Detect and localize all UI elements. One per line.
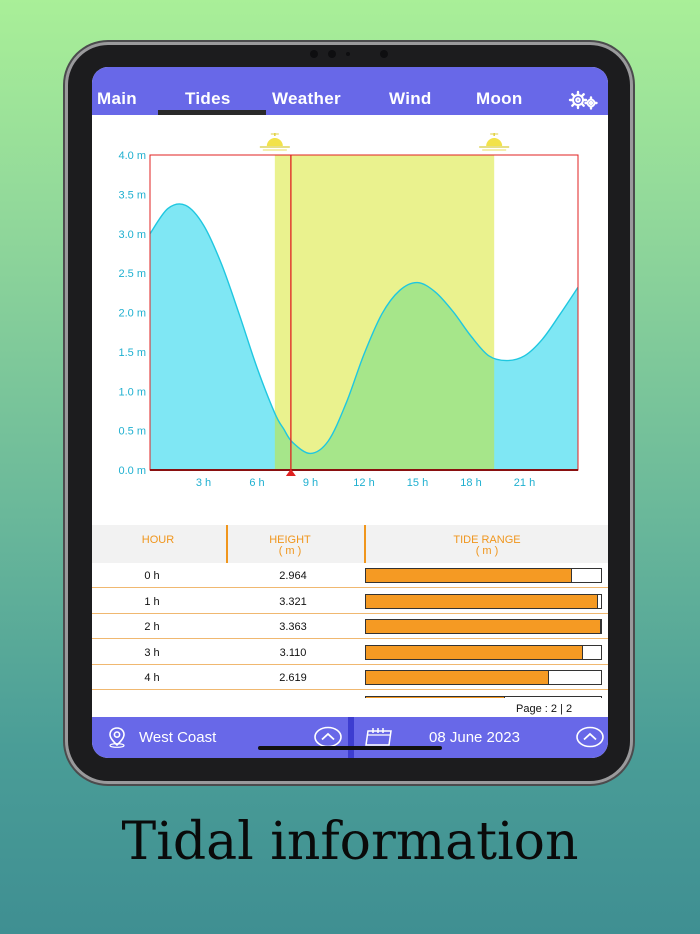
header-divider xyxy=(364,525,366,563)
x-tick-label: 6 h xyxy=(249,477,264,489)
top-nav-bar: Main Tides Weather Wind Moon xyxy=(92,67,608,115)
tide-range-bar xyxy=(365,568,602,583)
tide-chart-svg: 0.0 m 0.5 m 1.0 m 1.5 m 2.0 m 2.5 m 3.0 m 3.5 m… xyxy=(118,133,579,489)
tide-range-bar-fill xyxy=(366,569,572,582)
table-row: 0 h 2.964 xyxy=(92,563,608,588)
tide-range-bar-fill xyxy=(366,696,505,698)
tab-tides[interactable]: Tides xyxy=(185,89,231,108)
row-hour: 4 h xyxy=(144,672,160,684)
row-hour: 1 h xyxy=(144,595,160,608)
row-hour: 3 h xyxy=(144,646,160,659)
gears-icon[interactable] xyxy=(568,89,598,111)
y-tick-label: 3.5 m xyxy=(118,189,146,201)
row-hour: 2 h xyxy=(144,621,160,633)
chevron-up-icon[interactable] xyxy=(314,726,342,748)
row-height: 3.321 xyxy=(279,595,307,608)
bottom-bar-divider xyxy=(348,717,354,758)
table-row: 4 h 2.619 xyxy=(92,665,608,690)
row-height: 2.964 xyxy=(279,570,307,582)
y-tick-label: 2.5 m xyxy=(118,268,146,280)
x-tick-label: 18 h xyxy=(460,477,481,489)
y-tick-label: 1.5 m xyxy=(118,347,146,359)
table-row: 5 h 1.983 xyxy=(92,690,608,699)
chevron-up-icon[interactable] xyxy=(576,726,604,748)
location-label[interactable]: West Coast xyxy=(139,729,217,746)
tab-wind[interactable]: Wind xyxy=(389,89,432,108)
table-row: 1 h 3.321 xyxy=(92,588,608,614)
tide-range-bar-fill xyxy=(366,671,549,684)
header-tide-range: TIDE RANGE xyxy=(453,534,521,546)
tide-chart: 0.0 m 0.5 m 1.0 m 1.5 m 2.0 m 2.5 m 3.0 m 3.5 m… xyxy=(92,115,608,525)
x-tick-label: 3 h xyxy=(196,477,211,489)
bottom-bar: West Coast 08 June 2023 xyxy=(92,717,608,758)
tab-weather[interactable]: Weather xyxy=(272,89,341,108)
header-height: HEIGHT xyxy=(269,534,311,546)
row-height: 2.619 xyxy=(279,672,307,684)
active-tab-indicator xyxy=(158,110,266,115)
tide-line xyxy=(149,203,579,455)
calendar-icon[interactable] xyxy=(364,725,394,749)
tide-range-bar xyxy=(365,644,602,660)
row-hour: 0 h xyxy=(144,570,160,582)
front-camera xyxy=(310,48,392,60)
y-tick-label: 2.0 m xyxy=(118,308,146,320)
y-tick-label: 1.0 m xyxy=(118,386,146,398)
date-label[interactable]: 08 June 2023 xyxy=(429,729,520,746)
table-row: 2 h 3.363 xyxy=(92,614,608,639)
y-tick-label: 0.5 m xyxy=(118,426,146,438)
row-height: 1.983 xyxy=(248,698,338,699)
tide-range-bar-fill xyxy=(366,620,601,633)
table-row: 3 h 3.110 xyxy=(92,639,608,665)
tide-range-bar-fill xyxy=(366,645,584,659)
x-tick-label: 12 h xyxy=(353,477,374,489)
x-tick-label: 15 h xyxy=(407,477,428,489)
home-indicator xyxy=(258,746,442,750)
row-height: 3.110 xyxy=(279,646,307,659)
row-height: 3.363 xyxy=(279,621,307,633)
x-tick-label: 9 h xyxy=(303,477,318,489)
header-divider xyxy=(226,525,228,563)
promo-caption: Tidal information xyxy=(121,812,579,872)
tide-range-bar xyxy=(365,695,602,698)
tide-range-bar xyxy=(365,670,602,685)
y-tick-label: 4.0 m xyxy=(118,150,146,162)
tide-daylight-area xyxy=(274,282,495,470)
header-height-unit: ( m ) xyxy=(278,545,302,557)
row-hour: 5 h xyxy=(122,698,182,699)
tide-table-body: 0 h 2.964 1 h 3.321 2 h 3.363 3 h 3.110 4 h 2.619… xyxy=(92,67,608,698)
sunrise-icon xyxy=(266,138,283,146)
page-indicator: Page : 2 | 2 xyxy=(516,703,573,715)
current-time-marker xyxy=(285,469,296,476)
tab-moon[interactable]: Moon xyxy=(476,89,523,108)
location-pin-icon[interactable] xyxy=(106,726,128,748)
tide-range-bar-fill xyxy=(366,594,598,608)
x-tick-label: 21 h xyxy=(514,477,535,489)
tide-range-bar xyxy=(365,619,602,634)
tide-range-bar xyxy=(365,593,602,609)
header-hour: HOUR xyxy=(141,534,175,546)
y-tick-label: 0.0 m xyxy=(118,465,146,477)
sunset-icon xyxy=(486,138,503,146)
y-tick-label: 3.0 m xyxy=(118,229,146,241)
tab-main[interactable]: Main xyxy=(97,89,137,108)
header-tide-range-unit: ( m ) xyxy=(475,545,499,557)
table-header: HOUR HEIGHT ( m ) TIDE RANGE ( m ) xyxy=(92,525,608,563)
